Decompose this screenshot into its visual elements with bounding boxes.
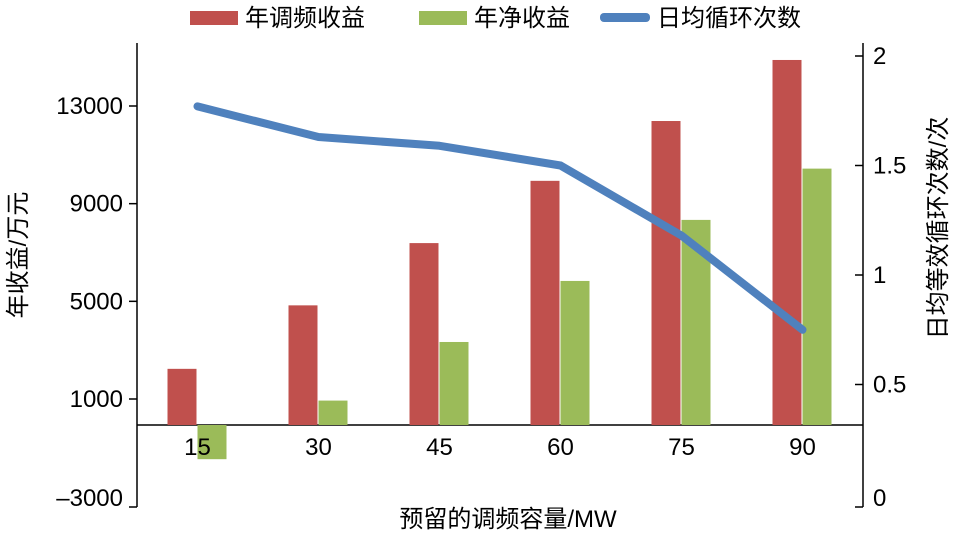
bars xyxy=(167,59,832,460)
bar-revenue-90 xyxy=(772,59,802,426)
bar-revenue-15 xyxy=(167,368,197,425)
legend-swatch-net xyxy=(419,11,467,25)
line-cycles xyxy=(193,102,807,334)
right-tick-label: 2 xyxy=(873,43,886,70)
legend: 年调频收益 年净收益 日均循环次数 xyxy=(190,5,801,32)
left-tick-label: –3000 xyxy=(56,485,123,512)
bar-net-90 xyxy=(802,168,832,425)
legend-label-revenue: 年调频收益 xyxy=(245,5,365,32)
right-tick-label: 0 xyxy=(873,485,886,512)
right-tick-label: 0.5 xyxy=(873,372,906,399)
x-tick-label-60: 60 xyxy=(547,434,574,461)
left-axis-title: 年收益/万元 xyxy=(5,192,32,319)
left-tick-label: 9000 xyxy=(70,191,123,218)
x-tick-labels: 15 30 45 60 75 90 xyxy=(184,434,816,461)
left-tick-label: 5000 xyxy=(70,288,123,315)
cycles-line-layer xyxy=(193,102,807,334)
right-axis-ticks: 0 0.5 1 1.5 2 xyxy=(855,43,906,512)
bar-net-45 xyxy=(439,341,469,425)
bar-revenue-75 xyxy=(651,121,681,425)
bar-net-60 xyxy=(560,280,590,425)
x-tick-label-75: 75 xyxy=(668,434,695,461)
bar-revenue-30 xyxy=(288,305,318,425)
bar-revenue-60 xyxy=(530,180,560,425)
bar-net-30 xyxy=(318,400,348,425)
bar-net-15 xyxy=(197,425,227,460)
right-tick-label: 1 xyxy=(873,262,886,289)
left-tick-label: 1000 xyxy=(70,386,123,413)
x-tick-label-15: 15 xyxy=(184,434,211,461)
legend-label-cycles: 日均循环次数 xyxy=(657,5,801,32)
x-axis-title: 预留的调频容量/MW xyxy=(399,506,617,533)
x-tick-label-45: 45 xyxy=(426,434,453,461)
left-axis-ticks: 1000 5000 9000 13000 –3000 xyxy=(56,93,137,512)
legend-swatch-revenue xyxy=(190,11,238,25)
left-tick-label: 13000 xyxy=(56,93,123,120)
right-axis-title: 日均等效循环次数/次 xyxy=(925,117,952,340)
right-tick-label: 1.5 xyxy=(873,153,906,180)
legend-swatch-cycles xyxy=(600,13,650,22)
x-tick-label-30: 30 xyxy=(305,434,332,461)
x-tick-label-90: 90 xyxy=(789,434,816,461)
bar-revenue-45 xyxy=(409,243,439,425)
legend-label-net: 年净收益 xyxy=(474,5,570,32)
